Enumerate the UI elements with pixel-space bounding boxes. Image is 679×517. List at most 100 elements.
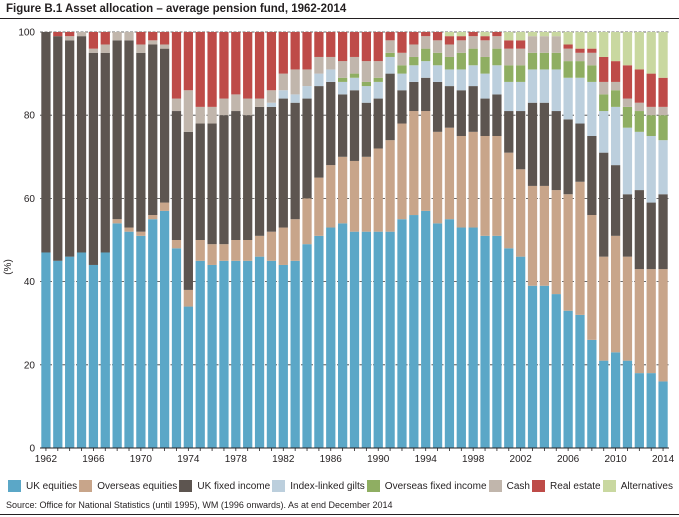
bar-segment-uk-fixed-income (658, 194, 668, 270)
bar-segment-cash (254, 98, 265, 107)
bar-1989 (361, 32, 371, 448)
bar-segment-alternatives (599, 32, 609, 57)
x-tick-label: 1978 (225, 454, 248, 465)
bar-segment-overseas-equities (432, 131, 443, 224)
bar-2013 (646, 32, 656, 448)
bar-segment-overseas-fixed-income (646, 115, 656, 136)
bar-1993 (409, 32, 419, 448)
bar-segment-uk-fixed-income (385, 73, 395, 141)
bar-segment-uk-equities (53, 260, 63, 448)
bar-1969 (124, 32, 134, 448)
bar-2005 (551, 32, 561, 448)
bar-segment-overseas-equities (610, 235, 621, 353)
bar-segment-overseas-fixed-income (444, 56, 455, 70)
legend-item-index-linked-gilts: Index-linked gilts (272, 480, 365, 492)
x-tick-label: 1970 (130, 454, 153, 465)
bar-segment-alternatives (527, 32, 538, 37)
bar-segment-overseas-fixed-income (492, 48, 502, 66)
bar-segment-uk-equities (492, 235, 502, 448)
x-tick-label: 2002 (510, 454, 533, 465)
bar-segment-uk-equities (373, 231, 383, 448)
bar-segment-uk-fixed-income (183, 131, 193, 290)
bar-segment-uk-fixed-income (468, 86, 478, 132)
bar-2004 (539, 32, 550, 448)
bar-segment-real-estate (266, 32, 277, 91)
bar-segment-index-linked-gilts (468, 65, 478, 87)
bar-segment-overseas-equities (421, 111, 431, 211)
bar-segment-cash (302, 69, 312, 87)
bar-segment-real-estate (658, 77, 668, 107)
bar-1973 (171, 32, 182, 448)
bar-1997 (456, 32, 466, 448)
bar-segment-index-linked-gilts (480, 73, 490, 99)
bar-segment-overseas-equities (183, 289, 193, 307)
bar-segment-overseas-fixed-income (456, 52, 466, 70)
bar-1967 (100, 32, 110, 448)
bar-segment-overseas-fixed-income (539, 52, 550, 70)
bar-segment-cash (231, 94, 241, 112)
bar-segment-real-estate (444, 36, 455, 45)
bar-segment-overseas-fixed-income (468, 48, 478, 66)
bar-segment-real-estate (254, 32, 265, 99)
bar-segment-uk-equities (302, 244, 312, 448)
bar-segment-uk-equities (610, 352, 621, 448)
legend-label: Alternatives (620, 480, 673, 492)
bar-segment-uk-fixed-income (575, 123, 585, 182)
bar-segment-uk-equities (349, 231, 360, 448)
bar-segment-overseas-equities (124, 227, 134, 232)
y-tick-label: 100 (18, 28, 35, 39)
legend-swatch (79, 480, 93, 492)
bar-segment-real-estate (575, 48, 585, 53)
bar-segment-real-estate (468, 32, 478, 37)
bar-segment-uk-fixed-income (622, 194, 633, 257)
legend-swatch (602, 480, 616, 492)
bar-segment-alternatives (622, 32, 633, 66)
bar-segment-uk-fixed-income (373, 98, 383, 149)
legend-label: Overseas equities (97, 480, 178, 492)
bar-segment-uk-fixed-income (563, 119, 573, 195)
bar-segment-uk-fixed-income (326, 81, 336, 166)
bar-segment-uk-fixed-income (290, 102, 300, 220)
bar-segment-overseas-equities (539, 185, 550, 286)
bar-segment-overseas-equities (136, 231, 146, 236)
bar-segment-overseas-equities (159, 202, 170, 211)
bar-segment-real-estate (504, 40, 514, 49)
bar-segment-cash (504, 48, 514, 66)
bar-segment-uk-fixed-income (361, 102, 371, 157)
bar-segment-overseas-equities (361, 156, 371, 232)
bar-segment-cash (278, 73, 288, 91)
bar-segment-cash (409, 44, 419, 57)
bar-1977 (219, 32, 229, 448)
bar-segment-real-estate (338, 32, 348, 62)
bar-segment-real-estate (587, 48, 597, 53)
bar-segment-overseas-equities (480, 136, 490, 236)
bar-segment-overseas-equities (563, 194, 573, 311)
bar-segment-uk-fixed-income (539, 102, 550, 186)
bar-segment-uk-fixed-income (148, 44, 158, 216)
bar-segment-real-estate (290, 32, 300, 70)
bar-segment-overseas-fixed-income (634, 111, 644, 132)
bar-1974 (183, 32, 193, 448)
legend-label: UK fixed income (197, 480, 271, 492)
bar-segment-overseas-equities (338, 156, 348, 224)
bar-1966 (88, 32, 99, 448)
bar-segment-uk-equities (219, 260, 229, 448)
bar-segment-uk-fixed-income (338, 94, 348, 157)
bar-segment-overseas-fixed-income (504, 65, 514, 82)
bar-segment-uk-fixed-income (65, 40, 75, 257)
bar-segment-uk-fixed-income (254, 106, 265, 236)
bar-segment-uk-equities (88, 264, 99, 448)
bar-segment-cash (527, 36, 538, 53)
bar-segment-uk-fixed-income (349, 90, 360, 161)
bar-segment-cash (338, 61, 348, 78)
bar-segment-overseas-fixed-income (409, 56, 419, 66)
bar-segment-alternatives (634, 32, 644, 70)
bar-segment-cash (480, 40, 490, 57)
bottom-rule (0, 514, 679, 515)
bar-segment-real-estate (480, 36, 490, 41)
bar-segment-uk-equities (278, 264, 288, 448)
bar-segment-overseas-fixed-income (658, 115, 668, 141)
bar-segment-overseas-fixed-income (480, 56, 490, 74)
bar-1998 (468, 32, 478, 448)
bar-segment-cash (124, 32, 134, 41)
